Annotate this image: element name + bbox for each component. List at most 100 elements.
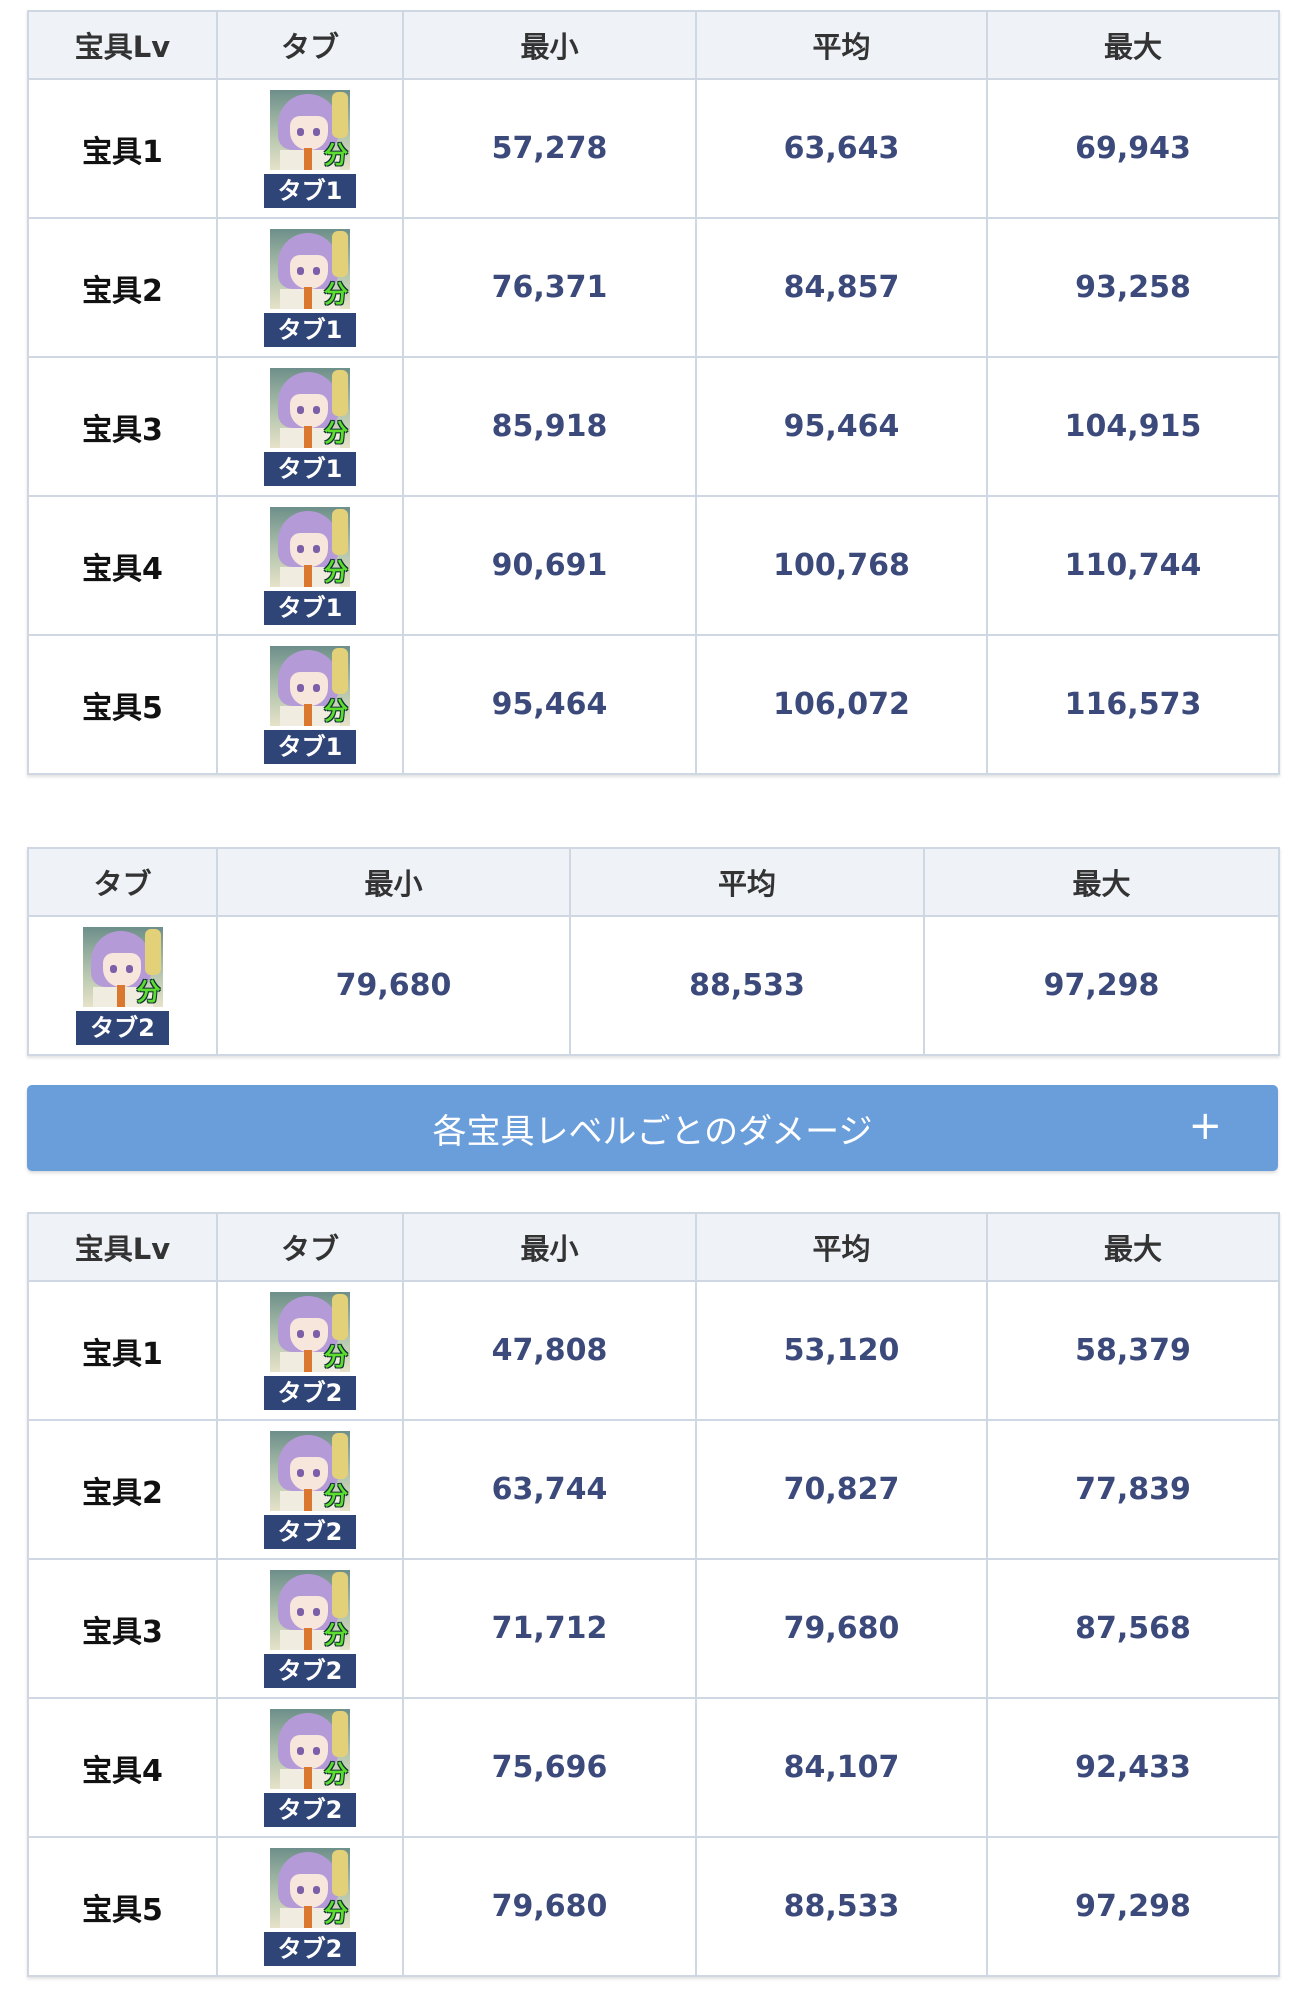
tab-cell-content: 分タブ1 bbox=[218, 367, 402, 486]
avg-damage-cell: 63,643 bbox=[695, 78, 988, 219]
table-header: 宝具Lv タブ 最小 平均 最大 bbox=[27, 10, 1280, 80]
portrait-ribbon bbox=[332, 1432, 348, 1479]
servant-portrait-icon[interactable]: 分 bbox=[270, 1569, 350, 1650]
tab-cell-content: 分タブ1 bbox=[218, 228, 402, 347]
min-damage-cell: 57,278 bbox=[402, 78, 697, 219]
tab-label: タブ1 bbox=[263, 312, 357, 347]
portrait-ribbon bbox=[332, 1849, 348, 1896]
class-badge-icon: 分 bbox=[324, 557, 348, 586]
table-body: 宝具1 分タブ1 57,278 63,643 69,943 宝具2 分タブ1 76,371 84… bbox=[27, 78, 1280, 775]
class-badge-icon: 分 bbox=[324, 696, 348, 725]
max-damage-cell: 93,258 bbox=[986, 217, 1280, 358]
min-damage-cell: 85,918 bbox=[402, 356, 697, 497]
header-avg: 平均 bbox=[695, 1212, 988, 1282]
tab-cell-content: 分タブ2 bbox=[218, 1291, 402, 1410]
np-level-cell: 宝具4 bbox=[27, 1697, 218, 1838]
portrait-ribbon bbox=[332, 647, 348, 694]
portrait-face bbox=[290, 115, 328, 150]
class-badge-icon: 分 bbox=[324, 1620, 348, 1649]
max-damage-cell: 58,379 bbox=[986, 1280, 1280, 1421]
class-badge-icon: 分 bbox=[324, 1759, 348, 1788]
table-header: タブ 最小 平均 最大 bbox=[27, 847, 1280, 917]
portrait-eye bbox=[297, 1746, 304, 1755]
table-row: 宝具5 分タブ2 79,680 88,533 97,298 bbox=[27, 1836, 1280, 1977]
portrait-collar bbox=[304, 147, 312, 170]
avg-damage-cell: 70,827 bbox=[695, 1419, 988, 1560]
portrait-collar bbox=[304, 1488, 312, 1511]
tab-cell-content: 分タブ2 bbox=[29, 926, 216, 1045]
portrait-face bbox=[290, 532, 328, 567]
max-damage-cell: 104,915 bbox=[986, 356, 1280, 497]
portrait-eye bbox=[297, 1468, 304, 1477]
plus-icon: + bbox=[1188, 1103, 1222, 1149]
class-badge-icon: 分 bbox=[324, 1481, 348, 1510]
portrait-collar bbox=[116, 984, 125, 1007]
portrait-collar bbox=[304, 286, 312, 309]
table-row: 宝具2 分タブ2 63,744 70,827 77,839 bbox=[27, 1419, 1280, 1560]
portrait-ribbon bbox=[144, 928, 161, 975]
np-level-cell: 宝具3 bbox=[27, 356, 218, 497]
portrait-eye bbox=[313, 1746, 320, 1755]
portrait-face bbox=[290, 1595, 328, 1630]
portrait-face bbox=[290, 1734, 328, 1769]
tab-label: タブ1 bbox=[263, 451, 357, 486]
servant-portrait-icon[interactable]: 分 bbox=[270, 1430, 350, 1511]
tab-label: タブ2 bbox=[263, 1931, 357, 1966]
tab-cell-content: 分タブ2 bbox=[218, 1569, 402, 1688]
np-level-cell: 宝具2 bbox=[27, 1419, 218, 1560]
table-row: 宝具1 分タブ2 47,808 53,120 58,379 bbox=[27, 1280, 1280, 1421]
max-damage-cell: 92,433 bbox=[986, 1697, 1280, 1838]
avg-damage-cell: 100,768 bbox=[695, 495, 988, 636]
min-damage-cell: 90,691 bbox=[402, 495, 697, 636]
servant-portrait-icon[interactable]: 分 bbox=[270, 1291, 350, 1372]
servant-portrait-icon[interactable]: 分 bbox=[270, 1847, 350, 1928]
per-level-damage-toggle[interactable]: 各宝具レベルごとのダメージ + bbox=[27, 1085, 1278, 1171]
header-min: 最小 bbox=[216, 847, 571, 917]
max-damage-cell: 97,298 bbox=[986, 1836, 1280, 1977]
servant-portrait-icon[interactable]: 分 bbox=[270, 89, 350, 170]
table-row: 宝具4 分タブ1 90,691 100,768 110,744 bbox=[27, 495, 1280, 636]
np-level-cell: 宝具3 bbox=[27, 1558, 218, 1699]
portrait-collar bbox=[304, 1905, 312, 1928]
portrait-face bbox=[290, 671, 328, 706]
header-avg: 平均 bbox=[569, 847, 925, 917]
portrait-eye bbox=[313, 544, 320, 553]
tab-cell: 分タブ1 bbox=[216, 356, 404, 497]
table-row: 宝具3 分タブ1 85,918 95,464 104,915 bbox=[27, 356, 1280, 497]
np-level-cell: 宝具1 bbox=[27, 78, 218, 219]
avg-damage-cell: 79,680 bbox=[695, 1558, 988, 1699]
header-max: 最大 bbox=[986, 1212, 1280, 1282]
min-damage-cell: 75,696 bbox=[402, 1697, 697, 1838]
portrait-eye bbox=[313, 1885, 320, 1894]
np-level-cell: 宝具5 bbox=[27, 634, 218, 775]
min-damage-cell: 71,712 bbox=[402, 1558, 697, 1699]
min-damage-cell: 76,371 bbox=[402, 217, 697, 358]
portrait-collar bbox=[304, 1627, 312, 1650]
min-damage-cell: 47,808 bbox=[402, 1280, 697, 1421]
portrait-eye bbox=[313, 1329, 320, 1338]
table-header: 宝具Lv タブ 最小 平均 最大 bbox=[27, 1212, 1280, 1282]
tab-cell: 分タブ1 bbox=[216, 78, 404, 219]
header-row: 宝具Lv タブ 最小 平均 最大 bbox=[27, 1212, 1280, 1282]
avg-damage-cell: 88,533 bbox=[569, 915, 925, 1056]
portrait-ribbon bbox=[332, 508, 348, 555]
max-damage-cell: 69,943 bbox=[986, 78, 1280, 219]
min-damage-cell: 79,680 bbox=[402, 1836, 697, 1977]
portrait-eye bbox=[313, 683, 320, 692]
np-level-cell: 宝具2 bbox=[27, 217, 218, 358]
header-np-level: 宝具Lv bbox=[27, 10, 218, 80]
min-damage-cell: 95,464 bbox=[402, 634, 697, 775]
servant-portrait-icon[interactable]: 分 bbox=[82, 926, 163, 1007]
servant-portrait-icon[interactable]: 分 bbox=[270, 1708, 350, 1789]
portrait-ribbon bbox=[332, 230, 348, 277]
servant-portrait-icon[interactable]: 分 bbox=[270, 228, 350, 309]
servant-portrait-icon[interactable]: 分 bbox=[270, 506, 350, 587]
servant-portrait-icon[interactable]: 分 bbox=[270, 367, 350, 448]
max-damage-cell: 87,568 bbox=[986, 1558, 1280, 1699]
portrait-eye bbox=[297, 405, 304, 414]
header-max: 最大 bbox=[986, 10, 1280, 80]
np-level-cell: 宝具1 bbox=[27, 1280, 218, 1421]
class-badge-icon: 分 bbox=[324, 279, 348, 308]
avg-damage-cell: 84,857 bbox=[695, 217, 988, 358]
servant-portrait-icon[interactable]: 分 bbox=[270, 645, 350, 726]
